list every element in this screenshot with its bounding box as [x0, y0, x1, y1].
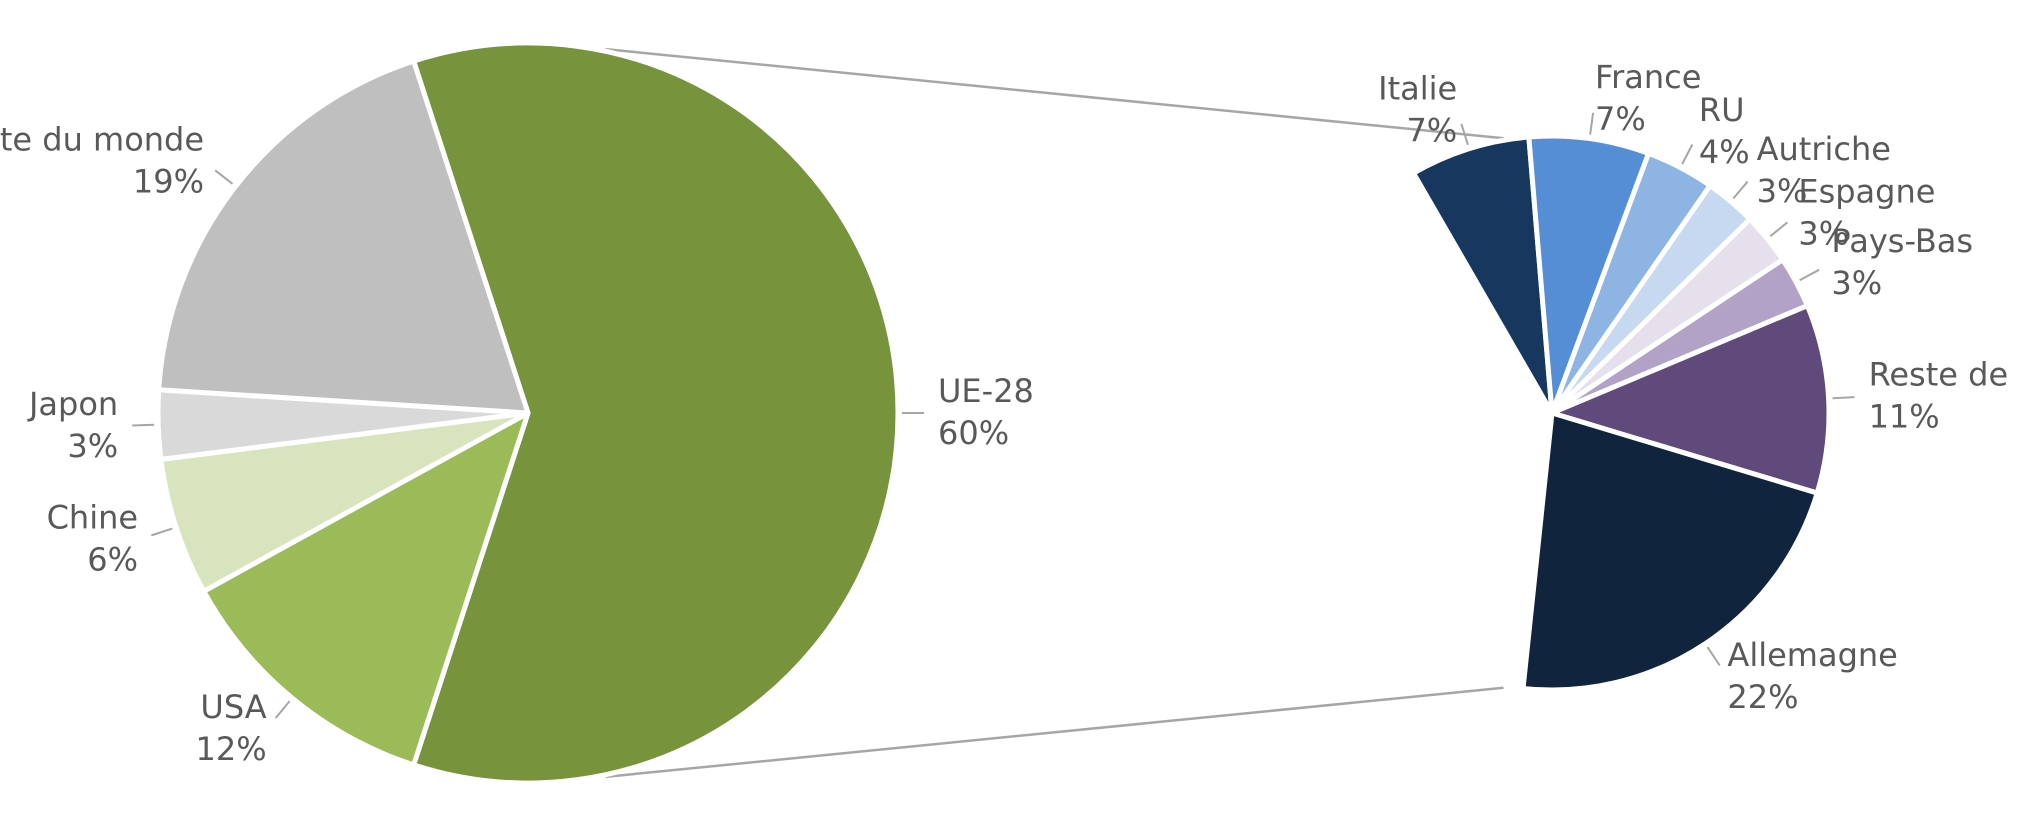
leader-line — [1799, 268, 1820, 282]
slice-value-label: 60% — [938, 414, 1009, 452]
pie-slice — [1520, 410, 1820, 693]
slice-value-label: 22% — [1727, 678, 1798, 716]
slice-value-label: 19% — [133, 163, 204, 201]
slice-label: Chine — [47, 499, 138, 537]
slice-label: RU — [1699, 91, 1745, 129]
slice-value-label: 4% — [1699, 133, 1750, 171]
slice-value-label: 3% — [1798, 215, 1849, 253]
slice-value-label: 3% — [67, 427, 118, 465]
leader-line — [1769, 221, 1789, 237]
leader-line — [1706, 646, 1721, 666]
slice-label: France — [1595, 58, 1701, 96]
leader-line — [1832, 396, 1855, 400]
slice-label: Italie — [1378, 70, 1457, 108]
slice-label: Japon — [27, 385, 118, 423]
leader-line — [151, 527, 173, 537]
slice-value-label: 3% — [1831, 264, 1882, 302]
slice-label: Allemagne — [1727, 636, 1897, 674]
slice-value-label: 12% — [196, 730, 267, 768]
pie-slice — [158, 410, 531, 594]
leader-line — [132, 423, 155, 427]
slice-value-label: 11% — [1869, 397, 1940, 435]
leader-line — [1460, 123, 1469, 146]
leader-line — [1681, 144, 1694, 165]
leader-line — [274, 700, 291, 719]
slice-label: USA — [200, 688, 266, 726]
slice-value-label: 7% — [1406, 112, 1457, 150]
slice-label: Espagne — [1798, 173, 1935, 211]
slice-label: Autriche — [1757, 130, 1891, 168]
slice-value-label: 7% — [1595, 100, 1646, 138]
pie-slice — [201, 410, 531, 768]
pie-slice — [411, 40, 901, 786]
pie-slice — [156, 58, 531, 416]
slice-value-label: 3% — [1757, 172, 1808, 210]
pie-slice — [1549, 303, 1832, 496]
leader-line — [1589, 112, 1595, 135]
slice-label: Reste du monde — [0, 121, 204, 159]
connector-line — [605, 686, 1504, 779]
connector-line — [605, 47, 1504, 140]
leader-line — [1732, 180, 1749, 200]
leader-line — [214, 169, 234, 185]
slice-value-label: 6% — [87, 541, 138, 579]
slice-label: Pays-Bas — [1831, 222, 1973, 260]
slice-label: Reste de l'UE — [1869, 355, 2021, 393]
slice-label: UE-28 — [938, 372, 1034, 410]
